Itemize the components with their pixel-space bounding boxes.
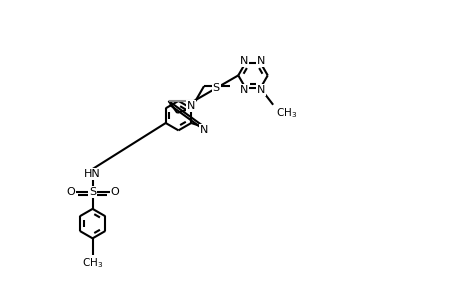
Text: CH$_3$: CH$_3$ xyxy=(275,106,296,119)
Text: S: S xyxy=(89,187,96,197)
Text: N: N xyxy=(239,85,247,95)
Text: O: O xyxy=(66,187,74,197)
Text: N: N xyxy=(239,56,247,66)
Text: O: O xyxy=(110,187,119,197)
Text: HN: HN xyxy=(84,169,101,179)
Text: CH$_3$: CH$_3$ xyxy=(82,256,103,270)
Text: N: N xyxy=(187,101,195,111)
Text: N: N xyxy=(200,125,208,135)
Text: N: N xyxy=(257,85,265,95)
Text: N: N xyxy=(257,56,265,66)
Text: S: S xyxy=(212,83,219,93)
